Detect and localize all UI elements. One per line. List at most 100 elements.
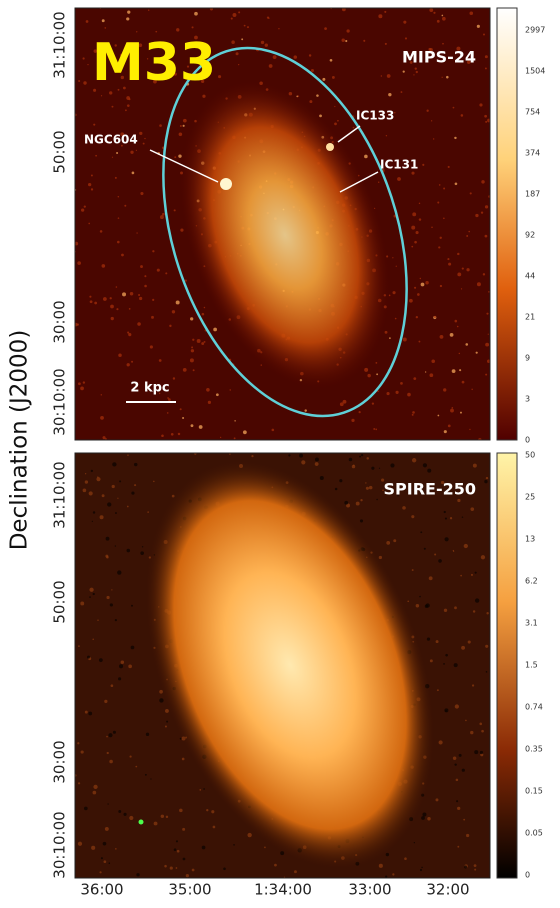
speckle xyxy=(367,457,369,459)
speckle xyxy=(414,842,415,843)
speckle xyxy=(165,272,167,274)
speckle xyxy=(459,353,460,354)
y-tick-label: 30:00 xyxy=(51,300,69,343)
speckle xyxy=(460,575,462,577)
speckle xyxy=(199,425,203,429)
x-tick-label: 35:00 xyxy=(168,881,211,899)
speckle xyxy=(429,576,433,580)
speckle xyxy=(202,846,206,850)
speckle xyxy=(95,155,97,157)
speckle xyxy=(448,166,450,168)
speckle xyxy=(91,174,93,176)
speckle xyxy=(152,250,154,252)
speckle xyxy=(433,12,435,14)
speckle xyxy=(360,499,362,501)
speckle xyxy=(388,93,391,96)
speckle xyxy=(353,127,355,129)
speckle xyxy=(440,285,442,287)
speckle xyxy=(455,704,459,708)
speckle xyxy=(153,481,155,483)
speckle xyxy=(481,730,484,733)
speckle xyxy=(132,172,135,175)
speckle xyxy=(330,59,333,62)
speckle xyxy=(463,819,465,821)
speckle xyxy=(130,292,133,295)
speckle xyxy=(337,120,339,122)
speckle xyxy=(468,231,470,233)
speckle xyxy=(110,305,114,309)
speckle xyxy=(147,511,149,513)
speckle xyxy=(213,826,216,829)
colorbar-tick-label: 21 xyxy=(525,313,535,322)
speckle xyxy=(111,317,114,320)
speckle xyxy=(104,700,107,703)
speckle xyxy=(236,52,239,55)
speckle xyxy=(371,467,374,470)
colorbar xyxy=(497,8,517,440)
speckle xyxy=(139,297,142,300)
speckle xyxy=(146,733,149,736)
speckle xyxy=(136,150,137,151)
speckle xyxy=(385,331,388,334)
speckle xyxy=(460,412,462,414)
speckle xyxy=(485,205,488,208)
speckle xyxy=(93,791,97,795)
speckle xyxy=(234,420,235,421)
speckle xyxy=(231,18,233,20)
speckle xyxy=(473,464,477,468)
speckle xyxy=(118,196,119,197)
speckle xyxy=(456,800,458,802)
speckle xyxy=(85,473,86,474)
speckle xyxy=(127,363,130,366)
speckle xyxy=(115,177,117,179)
speckle xyxy=(93,593,95,595)
speckle xyxy=(148,10,149,11)
speckle xyxy=(472,684,474,686)
y-tick-label: 50:00 xyxy=(51,130,69,173)
speckle xyxy=(301,460,305,464)
speckle xyxy=(462,381,465,384)
speckle xyxy=(206,809,208,811)
speckle xyxy=(178,154,181,157)
speckle xyxy=(416,231,419,234)
speckle xyxy=(344,501,348,505)
speckle xyxy=(448,425,451,428)
speckle xyxy=(430,659,433,662)
speckle xyxy=(128,664,132,668)
speckle xyxy=(159,124,162,127)
colorbar-tick-label: 3 xyxy=(525,395,530,404)
colorbar-tick-label: 0.05 xyxy=(525,829,543,838)
speckle xyxy=(273,55,277,59)
speckle xyxy=(431,226,433,228)
speckle xyxy=(474,864,477,867)
speckle xyxy=(411,515,414,518)
speckle xyxy=(159,359,162,362)
speckle xyxy=(96,477,100,481)
speckle xyxy=(171,433,174,436)
speckle xyxy=(422,164,424,166)
speckle xyxy=(393,539,396,542)
speckle xyxy=(483,273,485,275)
speckle xyxy=(481,180,484,183)
speckle xyxy=(445,517,447,519)
speckle xyxy=(186,874,189,877)
speckle xyxy=(113,731,116,734)
speckle xyxy=(407,600,409,602)
speckle xyxy=(443,217,445,219)
speckle xyxy=(412,414,414,416)
speckle xyxy=(395,318,397,320)
speckle xyxy=(437,415,439,417)
speckle xyxy=(351,419,354,422)
speckle xyxy=(128,98,130,100)
speckle xyxy=(384,11,386,13)
speckle xyxy=(481,212,483,214)
speckle xyxy=(101,394,102,395)
speckle xyxy=(91,846,95,850)
annotation: IC133 xyxy=(356,109,394,123)
speckle xyxy=(405,37,407,39)
speckle xyxy=(103,842,107,846)
speckle xyxy=(431,359,435,363)
speckle xyxy=(476,352,478,354)
speckle xyxy=(372,403,374,405)
speckle xyxy=(431,120,432,121)
